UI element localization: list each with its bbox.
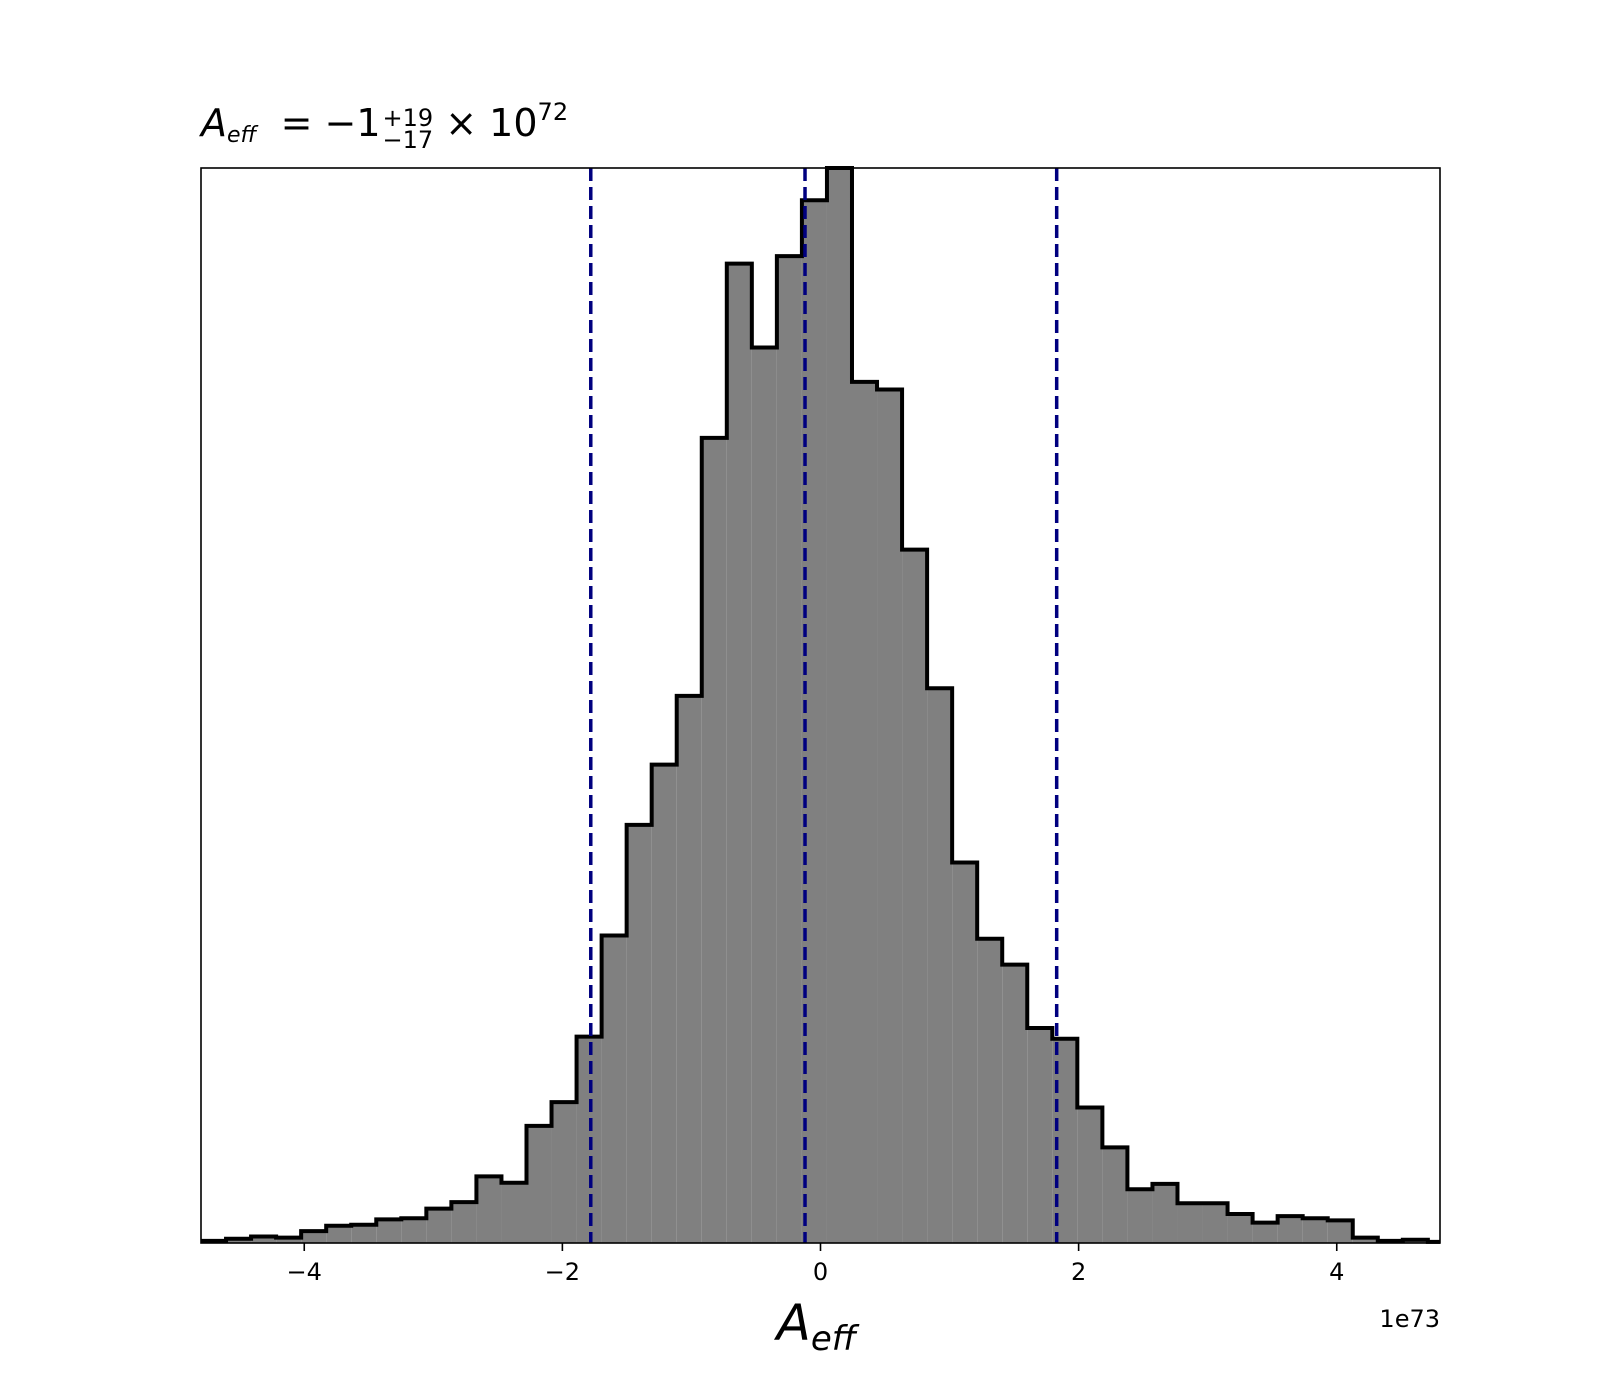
histogram-bars — [201, 168, 1440, 1243]
title-subscript: eff — [227, 123, 257, 148]
histogram-bar — [726, 263, 752, 1243]
histogram-bar — [1302, 1218, 1328, 1243]
x-offset-text: 1e73 — [1379, 1305, 1440, 1333]
histogram-bar — [1327, 1220, 1353, 1243]
histogram-bar — [1202, 1203, 1228, 1243]
histogram-bar — [676, 695, 702, 1243]
x-axis-label: Aeff — [774, 1294, 860, 1359]
x-axis-label-symbol: A — [774, 1294, 811, 1352]
title-symbol: A — [201, 101, 227, 145]
histogram-bar — [1227, 1213, 1253, 1243]
histogram-bar — [1252, 1222, 1278, 1243]
histogram-bar — [877, 389, 903, 1243]
histogram-bar — [1177, 1203, 1203, 1243]
title-equals: = −1 — [280, 101, 381, 145]
histogram-bar — [226, 1238, 252, 1243]
histogram-bar — [401, 1218, 427, 1243]
histogram-bar — [1102, 1147, 1128, 1243]
title-plus-error: +19 — [382, 104, 434, 132]
histogram-bar — [826, 168, 852, 1243]
histogram-bar — [326, 1225, 352, 1243]
title-minus-error: −17 — [382, 126, 434, 154]
x-axis-ticks: −4 −2 0 2 4 — [287, 1243, 1344, 1286]
histogram-bar — [276, 1237, 302, 1243]
histogram-bar — [1127, 1189, 1153, 1243]
histogram-outline — [201, 166, 1440, 1244]
histogram-bar — [902, 549, 928, 1243]
histogram-bar — [376, 1219, 402, 1243]
histogram-bar — [977, 938, 1003, 1243]
histogram-bar — [251, 1236, 277, 1243]
histogram-bar — [952, 862, 978, 1243]
histogram-bar — [776, 256, 802, 1243]
chart-title: Aeff = −1 +19 −17 × 1072 — [201, 98, 569, 154]
x-tick-label: 4 — [1329, 1258, 1344, 1286]
histogram-bar — [751, 347, 777, 1243]
x-tick-label: 0 — [813, 1258, 828, 1286]
title-uncertainty: +19 −17 — [382, 104, 434, 154]
histogram-bar — [1152, 1183, 1178, 1243]
histogram-bar — [701, 437, 727, 1243]
x-tick-label: −4 — [287, 1258, 322, 1286]
histogram-bar — [626, 824, 652, 1243]
histogram-bar — [927, 688, 953, 1243]
histogram-bar — [1352, 1237, 1378, 1243]
histogram-bar — [851, 381, 878, 1243]
x-tick-label: 2 — [1071, 1258, 1086, 1286]
histogram-bar — [526, 1125, 552, 1243]
histogram-bar — [1027, 1028, 1053, 1243]
x-tick-label: −2 — [545, 1258, 580, 1286]
histogram-bar — [1077, 1107, 1103, 1243]
title-times: × 10 — [433, 101, 538, 145]
quantile-lines — [589, 168, 1059, 1243]
histogram-bar — [351, 1224, 377, 1243]
histogram-bar — [476, 1176, 502, 1243]
histogram-bar — [1002, 964, 1028, 1243]
x-axis-label-subscript: eff — [811, 1319, 860, 1359]
histogram-bar — [451, 1202, 477, 1243]
histogram-bar — [501, 1182, 527, 1243]
histogram-bar — [601, 935, 627, 1243]
histogram-bar — [651, 764, 677, 1243]
histogram-bar — [1277, 1216, 1303, 1243]
title-exponent: 72 — [537, 98, 569, 126]
histogram-bar — [301, 1231, 327, 1243]
histogram-step-outline — [201, 166, 1440, 1244]
histogram-bar — [426, 1208, 452, 1243]
histogram-bar — [551, 1102, 577, 1243]
